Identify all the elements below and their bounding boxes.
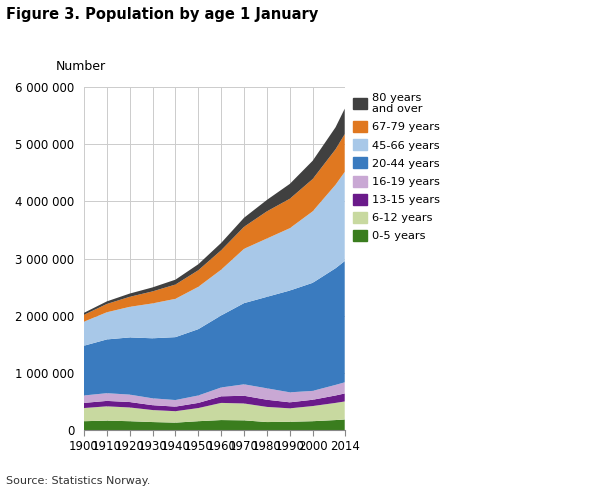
Text: Figure 3. Population by age 1 January: Figure 3. Population by age 1 January	[6, 7, 318, 22]
Legend: 80 years
and over, 67-79 years, 45-66 years, 20-44 years, 16-19 years, 13-15 yea: 80 years and over, 67-79 years, 45-66 ye…	[353, 93, 440, 242]
Text: Number: Number	[56, 60, 106, 73]
Text: Source: Statistics Norway.: Source: Statistics Norway.	[6, 476, 151, 486]
